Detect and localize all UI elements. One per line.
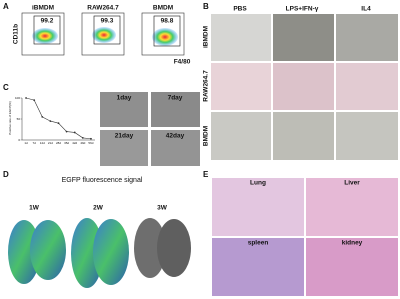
gate-value: 99.3	[101, 18, 114, 25]
plot-title: BMDM	[153, 5, 173, 12]
x-tick-label: 21d	[48, 141, 53, 145]
point	[65, 130, 68, 133]
panel-label: E	[203, 170, 209, 179]
row-header: iBMDM	[203, 26, 210, 48]
panel-label: B	[203, 2, 209, 11]
point	[41, 116, 44, 118]
y-tick-label: 50	[17, 117, 21, 121]
point	[49, 120, 52, 122]
point	[90, 137, 92, 140]
point	[73, 131, 76, 134]
column-header: PBS	[233, 6, 247, 13]
plot-title: RAW264.7	[87, 5, 119, 12]
panel-title: EGFP fluorescence signal	[62, 177, 143, 184]
column-header: IL4	[361, 6, 371, 13]
image-label: 3W	[157, 205, 168, 212]
panel-label: A	[3, 2, 9, 11]
x-tick-label: 49d	[80, 141, 85, 145]
point	[81, 137, 84, 139]
x-tick-label: 28d	[56, 141, 61, 145]
line	[25, 97, 91, 140]
image-label: Liver	[344, 180, 360, 187]
image-label: 21day	[115, 133, 134, 140]
y-tick-label: 100	[15, 96, 20, 100]
flow-plot	[21, 12, 185, 56]
plot-title: iBMDM	[32, 5, 54, 12]
image-label: kidney	[342, 240, 363, 247]
line-chart: 0 50 100 1d 7d 14d 21d 28d 35d 42d 49d 56d	[15, 96, 95, 145]
axis-label: CD11b	[13, 24, 20, 44]
micrograph-grid	[211, 14, 398, 160]
image-label: spleen	[248, 240, 269, 247]
x-tick-label: 7d	[32, 141, 36, 145]
axis-label: F4/80	[174, 59, 191, 66]
point	[25, 97, 27, 99]
x-tick-label: 42d	[72, 141, 77, 145]
axis-label: Positive rate of EGFP(%)	[8, 101, 12, 135]
image-label: 1W	[29, 205, 40, 212]
y-tick-label: 0	[18, 138, 20, 142]
lung-images	[8, 218, 191, 288]
x-tick-label: 35d	[64, 141, 69, 145]
micrograph-grid	[100, 92, 200, 166]
gate-value: 99.2	[41, 18, 54, 25]
image-label: 1day	[117, 95, 132, 102]
point	[57, 122, 60, 125]
row-header: BMDM	[203, 126, 210, 146]
panel-label: C	[3, 83, 9, 92]
image-label: 42day	[166, 133, 185, 140]
x-tick-label: 1d	[24, 141, 28, 145]
panel-label: D	[3, 170, 9, 179]
image-label: 2W	[93, 205, 104, 212]
column-header: LPS+IFN-γ	[286, 6, 319, 13]
image-label: 7day	[168, 95, 183, 102]
point	[33, 99, 36, 101]
x-tick-label: 14d	[40, 141, 45, 145]
gate-value: 98.8	[161, 18, 174, 25]
image-label: Lung	[250, 180, 266, 187]
row-header: RAW264.7	[203, 70, 210, 102]
histology-grid	[212, 178, 398, 296]
x-tick-label: 56d	[88, 141, 93, 145]
